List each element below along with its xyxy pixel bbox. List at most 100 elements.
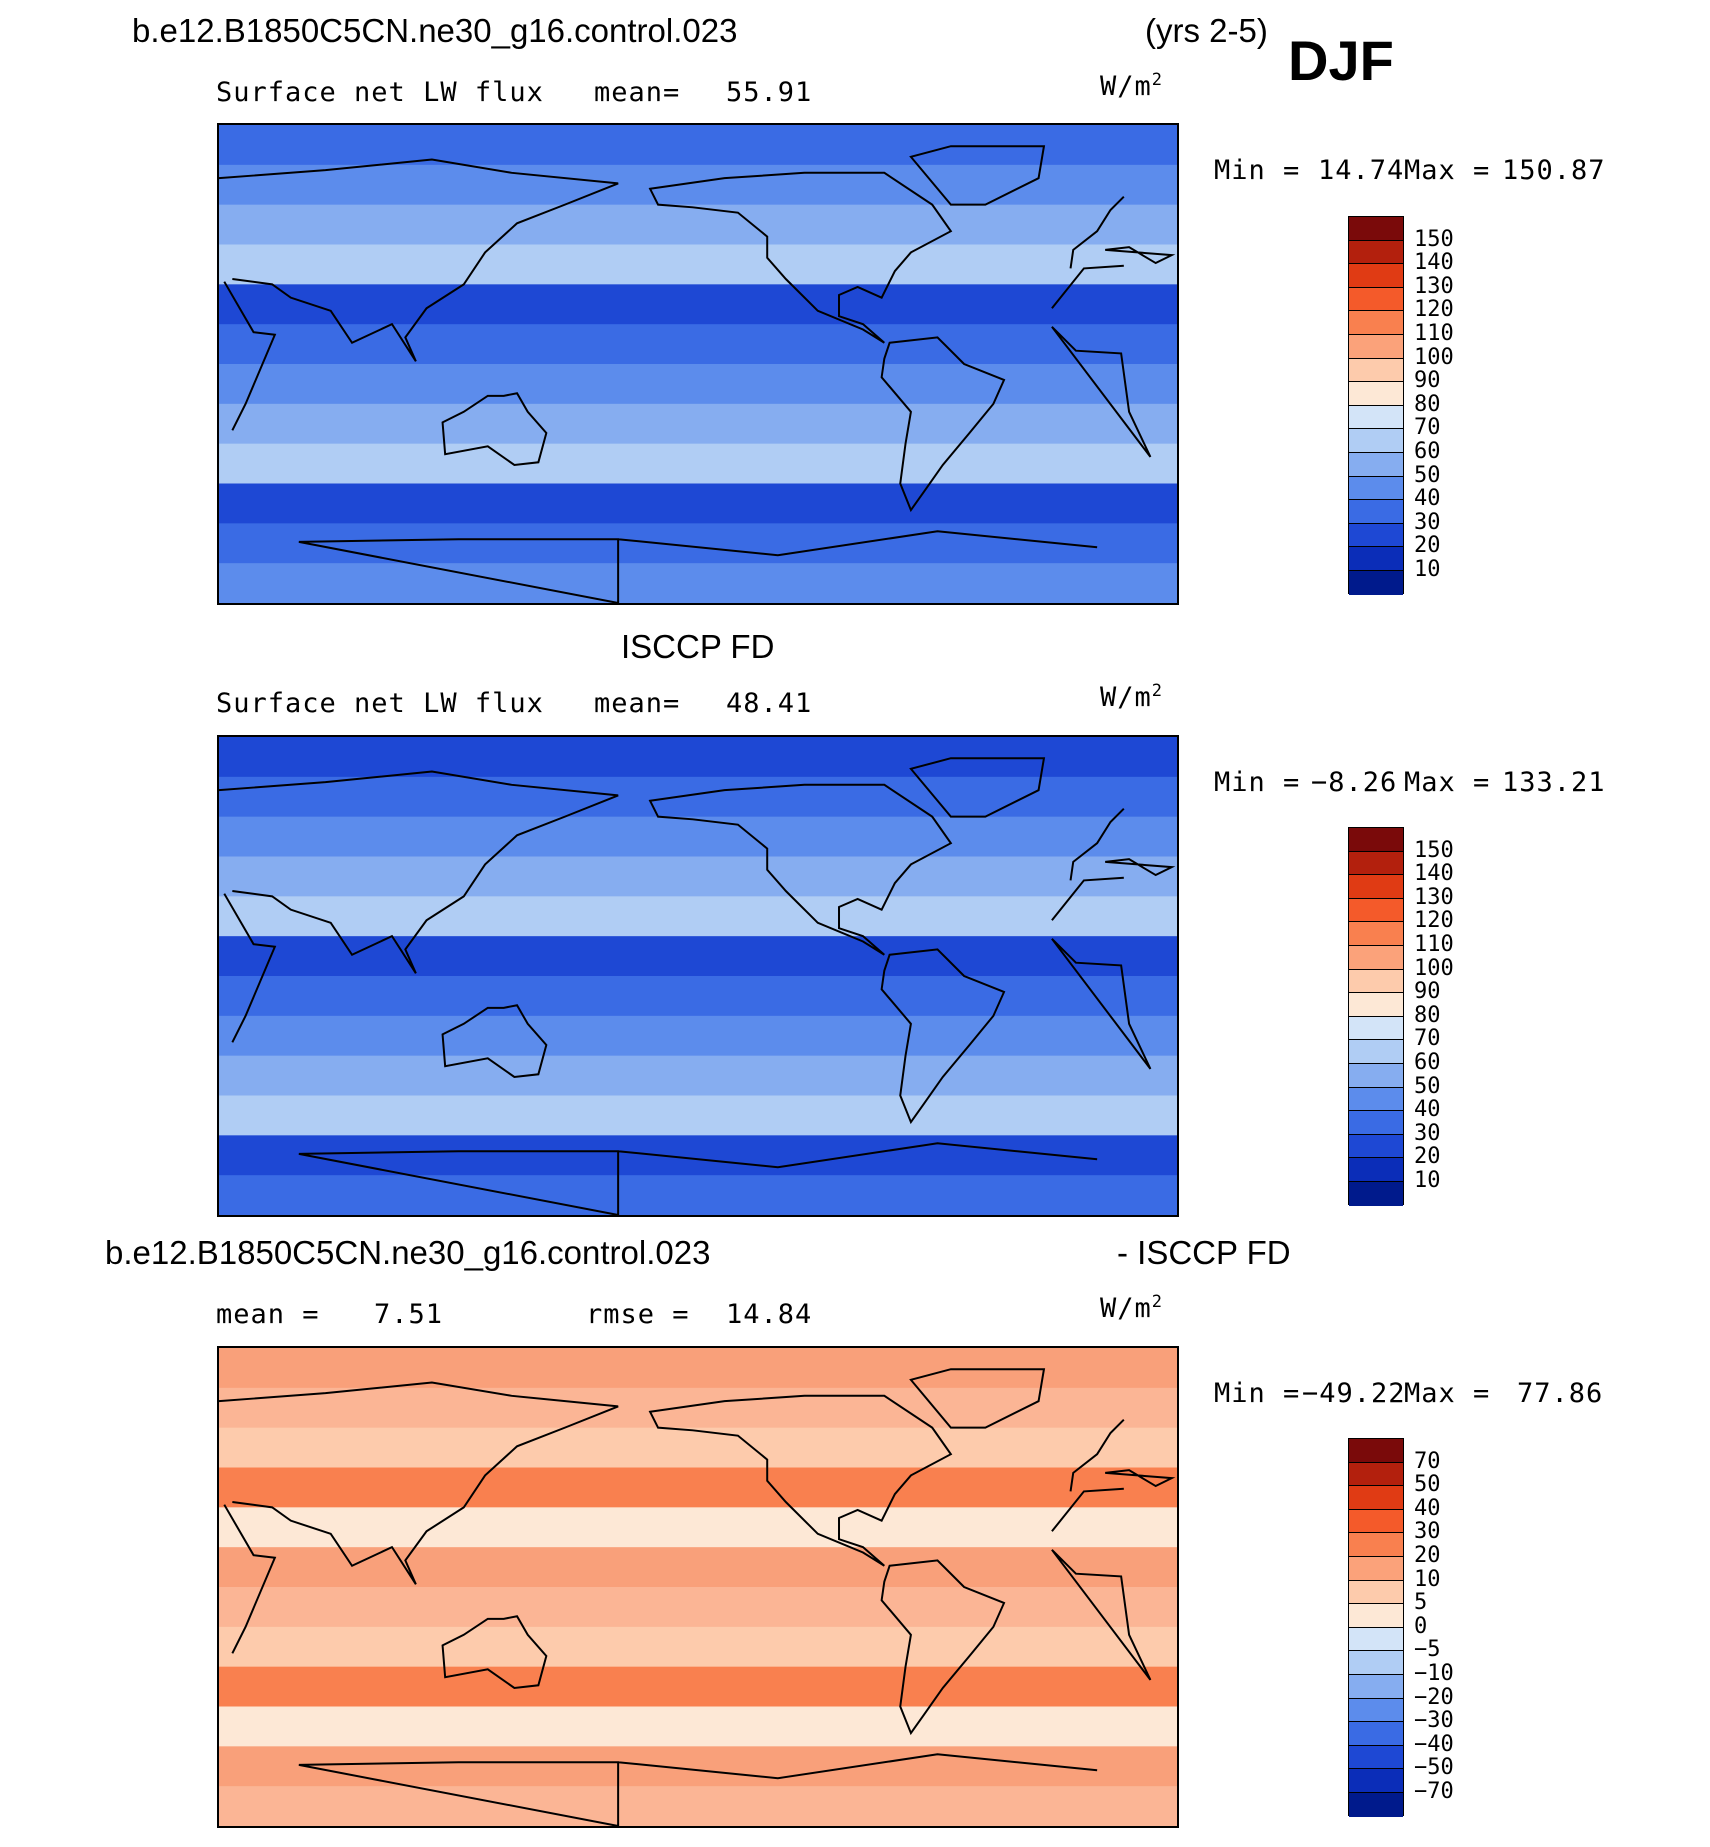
field-band — [219, 1135, 1177, 1177]
field-band — [219, 1387, 1177, 1429]
coastline — [298, 530, 1098, 603]
panel2-units: W/m2 — [1100, 681, 1164, 713]
coastline — [880, 336, 1006, 513]
panel2-mean-label: mean= — [594, 688, 681, 719]
colorbar-segment — [1349, 240, 1403, 265]
colorbar-segment — [1349, 1627, 1403, 1652]
field-band — [219, 443, 1177, 485]
panel2-max-value: 133.21 — [1502, 767, 1606, 798]
panel3-min-value: −49.22 — [1302, 1378, 1406, 1409]
field-band — [219, 936, 1177, 977]
coastline — [441, 392, 548, 466]
colorbar-segment — [1349, 1134, 1403, 1159]
panel3-min-label: Min = — [1214, 1378, 1301, 1409]
colorbar-segment — [1349, 311, 1403, 335]
colorbar-tick-label: 90 — [1414, 368, 1441, 394]
colorbar-segment — [1349, 851, 1403, 876]
coastline — [219, 770, 1176, 974]
panel3-map — [217, 1346, 1179, 1828]
colorbar-segment — [1349, 334, 1403, 359]
season-label: DJF — [1288, 29, 1394, 92]
coastline — [223, 264, 1152, 458]
panel3-max-value: 77.86 — [1517, 1378, 1604, 1409]
years-label: (yrs 2-5) — [1145, 12, 1268, 49]
field-band — [219, 284, 1177, 326]
colorbar-tick-label: −20 — [1414, 1684, 1454, 1710]
colorbar-tick-label: 50 — [1414, 1073, 1441, 1099]
panel2-colorbar: 150 140 130 120 110 100 90 80 70 60 50 40 30 20 10 — [1348, 827, 1488, 1207]
colorbar-segment — [1349, 264, 1403, 288]
colorbar-segment — [1349, 1016, 1403, 1041]
colorbar-box — [1348, 827, 1404, 1206]
colorbar-tick-label: 80 — [1414, 1002, 1441, 1028]
colorbar-segment — [1349, 1792, 1403, 1817]
colorbar-tick-label: 140 — [1414, 250, 1454, 276]
colorbar-tick-label: −70 — [1414, 1779, 1454, 1804]
colorbar-tick-label: 100 — [1414, 955, 1454, 981]
coastline — [909, 757, 1046, 818]
field-band — [219, 1095, 1177, 1137]
colorbar-segment — [1349, 1509, 1403, 1534]
coastline — [219, 158, 1176, 362]
panel3-rmse-value: 14.84 — [726, 1299, 813, 1330]
colorbar-segment — [1349, 452, 1403, 477]
colorbar-segment — [1349, 217, 1403, 241]
field-band — [219, 483, 1177, 525]
colorbar-segment — [1349, 1158, 1403, 1182]
field-band — [219, 563, 1177, 603]
panel1-mean-value: 55.91 — [726, 77, 813, 108]
colorbar-tick-label: 70 — [1414, 1448, 1441, 1474]
colorbar-tick-label: 40 — [1414, 1495, 1441, 1521]
colorbar-segment — [1349, 547, 1403, 571]
colorbar-tick-label: −50 — [1414, 1755, 1454, 1781]
colorbar-segment — [1349, 1439, 1403, 1463]
panel3-max-label: Max = — [1404, 1378, 1491, 1409]
field-band — [219, 1587, 1177, 1628]
colorbar-segment — [1349, 993, 1403, 1017]
coastline — [441, 1615, 548, 1689]
colorbar-tick-label: 20 — [1414, 533, 1441, 559]
colorbar-tick-label: 20 — [1414, 1144, 1441, 1170]
coastline — [219, 1381, 1176, 1585]
field-band — [219, 816, 1177, 858]
colorbar-segment — [1349, 1698, 1403, 1723]
coastline — [298, 1753, 1098, 1826]
colorbar-segment — [1349, 1181, 1403, 1206]
case-title: b.e12.B1850C5CN.ne30_g16.control.023 — [132, 12, 738, 49]
colorbar-segment — [1349, 828, 1403, 852]
colorbar-segment — [1349, 405, 1403, 430]
colorbar-box — [1348, 1438, 1404, 1817]
colorbar-tick-label: 10 — [1414, 557, 1441, 582]
panel1-units: W/m2 — [1100, 70, 1164, 102]
coastline — [909, 1368, 1046, 1429]
field-band — [219, 1055, 1177, 1097]
panel1-min-label: Min = — [1214, 155, 1301, 186]
colorbar-tick-label: 50 — [1414, 462, 1441, 488]
colorbar-segment — [1349, 1111, 1403, 1135]
field-band — [219, 776, 1177, 818]
colorbar-tick-label: 130 — [1414, 273, 1454, 299]
colorbar-segment — [1349, 875, 1403, 899]
field-band — [219, 1427, 1177, 1469]
coastline — [880, 1559, 1006, 1736]
colorbar-segment — [1349, 1533, 1403, 1557]
field-band — [219, 324, 1177, 365]
panel2-mean-value: 48.41 — [726, 688, 813, 719]
colorbar-segment — [1349, 969, 1403, 994]
colorbar-tick-label: 110 — [1414, 932, 1454, 957]
colorbar-segment — [1349, 1063, 1403, 1088]
panel3-title: b.e12.B1850C5CN.ne30_g16.control.023 — [105, 1234, 711, 1271]
colorbar-tick-label: 70 — [1414, 1026, 1441, 1052]
colorbar-tick-label: 70 — [1414, 415, 1441, 441]
field-band — [219, 164, 1177, 206]
colorbar-tick-label: −40 — [1414, 1731, 1454, 1757]
colorbar-segment — [1349, 898, 1403, 923]
colorbar-tick-label: 150 — [1414, 226, 1454, 252]
coastline — [648, 1394, 953, 1567]
colorbar-tick-label: −30 — [1414, 1708, 1454, 1734]
colorbar-segment — [1349, 382, 1403, 406]
panel3-colorbar: 70 50 40 30 20 10 5 0 −5 −10 −20 −30 −40 −50 −70 — [1348, 1438, 1488, 1818]
panel3-mean-value: 7.51 — [374, 1299, 444, 1330]
colorbar-segment — [1349, 429, 1403, 453]
colorbar-tick-label: 50 — [1414, 1472, 1441, 1498]
